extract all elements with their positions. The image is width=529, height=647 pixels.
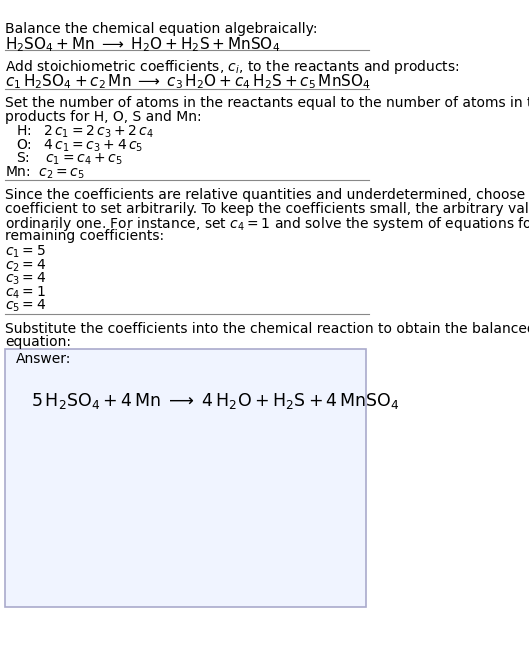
- Text: S: $\;\;\;c_1 = c_4 + c_5$: S: $\;\;\;c_1 = c_4 + c_5$: [16, 151, 123, 167]
- Text: Since the coefficients are relative quantities and underdetermined, choose a: Since the coefficients are relative quan…: [5, 188, 529, 203]
- Text: Balance the chemical equation algebraically:: Balance the chemical equation algebraica…: [5, 22, 317, 36]
- Text: $\mathrm{H_2SO_4 + Mn \;\longrightarrow\; H_2O + H_2S + MnSO_4}$: $\mathrm{H_2SO_4 + Mn \;\longrightarrow\…: [5, 35, 280, 54]
- Text: $c_3 = 4$: $c_3 = 4$: [5, 270, 47, 287]
- Text: $c_1 = 5$: $c_1 = 5$: [5, 244, 46, 260]
- Text: $5\,\mathrm{H_2SO_4} + 4\,\mathrm{Mn} \;\longrightarrow\; 4\,\mathrm{H_2O} + \ma: $5\,\mathrm{H_2SO_4} + 4\,\mathrm{Mn} \;…: [31, 391, 400, 411]
- Text: remaining coefficients:: remaining coefficients:: [5, 229, 164, 243]
- Text: O: $\;\;4\,c_1 = c_3 + 4\,c_5$: O: $\;\;4\,c_1 = c_3 + 4\,c_5$: [16, 137, 143, 154]
- Text: H: $\;\;2\,c_1 = 2\,c_3 + 2\,c_4$: H: $\;\;2\,c_1 = 2\,c_3 + 2\,c_4$: [16, 124, 154, 140]
- Text: ordinarily one. For instance, set $c_4 = 1$ and solve the system of equations fo: ordinarily one. For instance, set $c_4 =…: [5, 215, 529, 234]
- Text: $c_1\,\mathrm{H_2SO_4} + c_2\,\mathrm{Mn} \;\longrightarrow\; c_3\,\mathrm{H_2O}: $c_1\,\mathrm{H_2SO_4} + c_2\,\mathrm{Mn…: [5, 72, 371, 91]
- Text: Add stoichiometric coefficients, $c_i$, to the reactants and products:: Add stoichiometric coefficients, $c_i$, …: [5, 58, 460, 76]
- Text: products for H, O, S and Mn:: products for H, O, S and Mn:: [5, 109, 202, 124]
- Text: Substitute the coefficients into the chemical reaction to obtain the balanced: Substitute the coefficients into the che…: [5, 322, 529, 336]
- FancyBboxPatch shape: [5, 349, 366, 607]
- Text: $c_2 = 4$: $c_2 = 4$: [5, 257, 47, 274]
- Text: equation:: equation:: [5, 335, 71, 349]
- Text: $c_4 = 1$: $c_4 = 1$: [5, 284, 46, 301]
- Text: Mn: $\;c_2 = c_5$: Mn: $\;c_2 = c_5$: [5, 164, 85, 181]
- Text: $c_5 = 4$: $c_5 = 4$: [5, 298, 47, 314]
- Text: coefficient to set arbitrarily. To keep the coefficients small, the arbitrary va: coefficient to set arbitrarily. To keep …: [5, 202, 529, 215]
- Text: Set the number of atoms in the reactants equal to the number of atoms in the: Set the number of atoms in the reactants…: [5, 96, 529, 110]
- Text: Answer:: Answer:: [16, 353, 71, 366]
